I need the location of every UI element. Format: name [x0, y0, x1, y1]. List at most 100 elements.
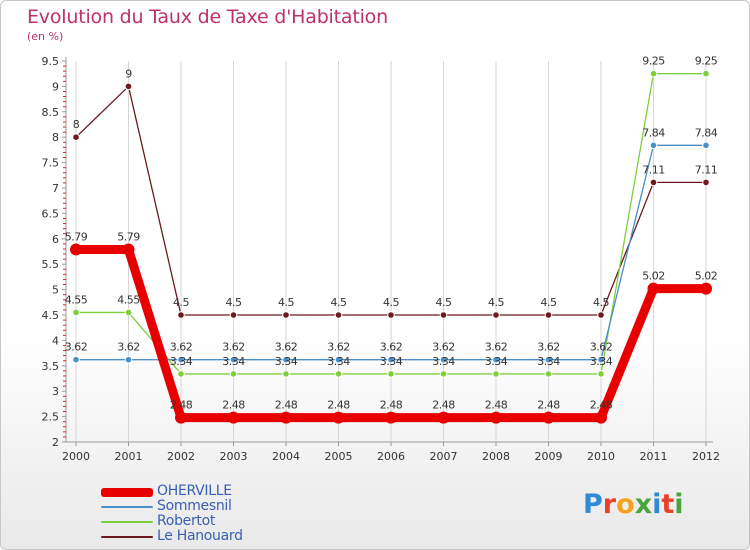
data-point [649, 69, 658, 78]
chart-title: Evolution du Taux de Taxe d'Habitation [27, 6, 388, 28]
y-tick-label: 4.5 [42, 309, 60, 322]
data-label: 7.11 [695, 163, 718, 176]
proxiti-logo: Proxiti [583, 489, 684, 520]
y-tick-label: 5 [52, 284, 59, 297]
data-point [647, 282, 660, 295]
data-label: 5.02 [695, 270, 718, 283]
logo-letter: x [634, 489, 653, 520]
data-point [385, 411, 397, 424]
data-label: 4.5 [173, 296, 189, 309]
y-tick-label: 7 [52, 182, 59, 195]
data-label: 3.34 [590, 355, 613, 368]
x-tick-label: 2008 [482, 450, 510, 463]
data-label: 2.48 [590, 399, 613, 412]
data-point [544, 355, 553, 364]
data-point [702, 141, 710, 150]
data-label: 7.84 [695, 126, 718, 139]
data-label: 2.48 [170, 399, 193, 412]
legend-label: OHERVILLE [157, 483, 232, 499]
data-label: 3.62 [222, 341, 245, 354]
data-point [70, 243, 82, 256]
legend-swatch [101, 487, 153, 497]
data-point [492, 311, 500, 319]
data-point [334, 370, 343, 378]
y-tick-label: 9 [52, 80, 59, 93]
data-label: 3.34 [380, 355, 403, 368]
data-label: 2.48 [380, 399, 403, 412]
data-label: 2.48 [327, 399, 350, 412]
data-point [544, 311, 553, 319]
data-point [229, 355, 238, 364]
data-point [542, 411, 555, 424]
data-label: 4.5 [436, 296, 452, 309]
data-label: 7.84 [642, 126, 665, 139]
data-point [597, 311, 605, 319]
data-point [387, 370, 395, 378]
data-label: 9.25 [642, 55, 665, 68]
data-point [124, 82, 133, 91]
chart-unit: (en %) [27, 30, 64, 43]
data-label: 3.62 [537, 341, 560, 354]
data-label: 4.5 [488, 296, 504, 309]
data-point [72, 308, 80, 317]
y-tick-label: 7.5 [42, 157, 60, 170]
legend-label: Sommesnil [157, 498, 232, 514]
legend-swatch [101, 536, 153, 538]
data-point [544, 370, 553, 378]
data-label: 2.48 [432, 399, 455, 412]
legend-swatch [101, 521, 153, 523]
y-tick-label: 9.5 [42, 55, 60, 68]
data-label: 3.34 [485, 355, 508, 368]
y-tick-label: 3 [52, 385, 59, 398]
data-label: 3.34 [170, 355, 193, 368]
data-point [177, 311, 185, 319]
data-point [175, 411, 187, 424]
data-point [492, 370, 500, 378]
data-labels: 5.79 5.79 2.48 2.48 2.48 2.48 2.48 2.48 2.48 2.48… [65, 55, 718, 412]
data-label: 3.34 [327, 355, 350, 368]
data-label: 5.79 [117, 230, 140, 243]
data-point [649, 178, 658, 187]
data-point [702, 178, 710, 187]
data-label: 3.62 [275, 341, 298, 354]
data-label: 2.48 [485, 399, 508, 412]
data-point [439, 355, 448, 364]
data-label: 4.5 [278, 296, 294, 309]
data-point [227, 411, 240, 424]
y-tick-label: 2.5 [42, 411, 60, 424]
data-label: 5.79 [65, 230, 88, 243]
data-point [282, 370, 290, 378]
legend-swatch [101, 506, 153, 508]
data-label: 2.48 [537, 399, 560, 412]
data-point [282, 311, 290, 319]
data-point [649, 141, 658, 150]
data-label: 3.62 [432, 341, 455, 354]
data-label: 3.62 [65, 341, 88, 354]
x-tick-label: 2001 [115, 450, 143, 463]
data-label: 3.62 [117, 341, 140, 354]
x-tick-label: 2004 [272, 450, 300, 463]
data-label: 3.34 [222, 355, 245, 368]
data-point [597, 370, 605, 378]
y-tick-label: 6 [52, 233, 59, 246]
data-point [490, 411, 502, 424]
legend-label: Robertot [157, 513, 216, 529]
data-point [597, 355, 605, 364]
y-tick-label: 5.5 [42, 258, 60, 271]
x-tick-label: 2000 [62, 450, 90, 463]
data-label: 3.62 [380, 341, 403, 354]
data-point [387, 355, 395, 364]
data-label: 3.62 [170, 341, 193, 354]
data-label: 4.55 [65, 293, 88, 306]
data-label: 2.48 [222, 399, 245, 412]
series [70, 69, 712, 424]
x-tick-label: 2003 [220, 450, 248, 463]
data-label: 3.34 [432, 355, 455, 368]
y-tick-label: 2 [52, 436, 59, 449]
data-label: 4.5 [541, 296, 557, 309]
data-point [280, 411, 292, 424]
data-label: 3.34 [275, 355, 298, 368]
y-tick-label: 8.5 [42, 106, 60, 119]
x-tick-label: 2009 [535, 450, 563, 463]
data-point [387, 311, 395, 319]
